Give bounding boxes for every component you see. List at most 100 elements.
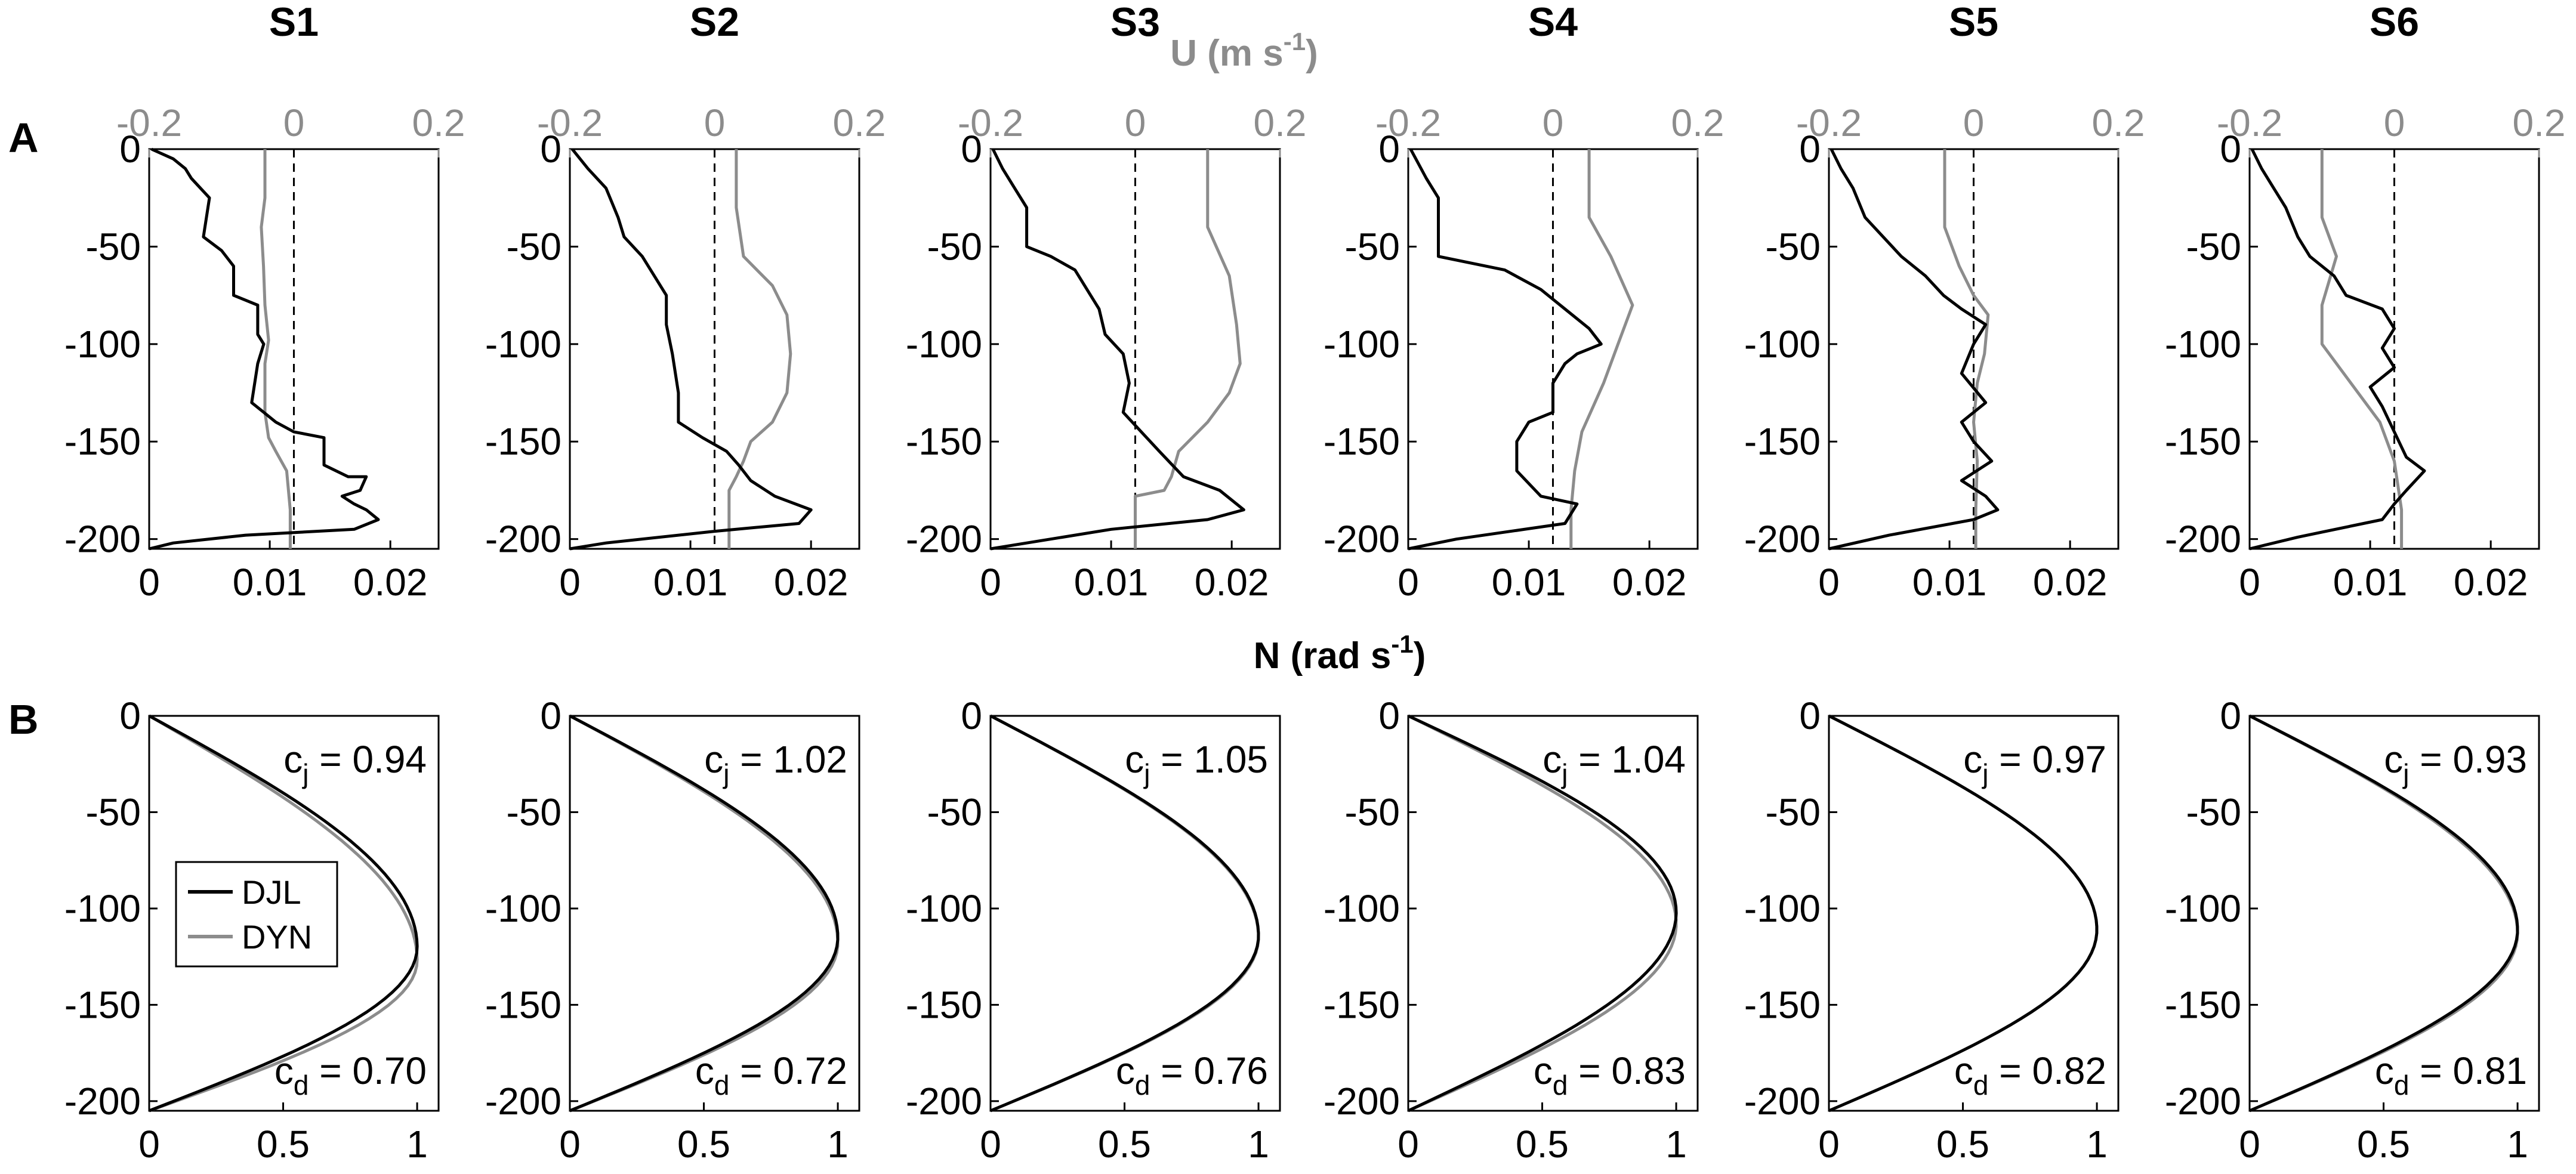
panel-letter-a: A	[8, 115, 39, 161]
djl-mode-line	[1828, 714, 2099, 1113]
y-tick-label: -50	[507, 790, 562, 833]
u-tick-label: 0	[1542, 101, 1564, 144]
cj-annotation: cj = 0.94	[283, 738, 427, 789]
n-profile-line	[569, 148, 813, 551]
cd-annotation: cd = 0.83	[1534, 1049, 1686, 1101]
u-tick-label: -0.2	[537, 101, 603, 144]
u-axis-label: U (m s-1)	[1170, 27, 1318, 74]
y-tick-label: 0	[2220, 694, 2241, 737]
u-tick-label: 0.2	[412, 101, 465, 144]
y-tick-label: -50	[1766, 225, 1821, 268]
cd-annotation: cd = 0.81	[2375, 1049, 2527, 1101]
y-tick-label: -200	[1744, 518, 1821, 561]
u-tick-label: -0.2	[1375, 101, 1441, 144]
y-tick-label: -100	[1744, 887, 1821, 930]
y-tick-label: -200	[64, 1080, 141, 1123]
y-tick-label: 0	[1799, 128, 1821, 171]
y-tick-label: -150	[906, 983, 982, 1026]
y-tick-label: -100	[2165, 323, 2241, 366]
u-tick-label: 0	[704, 101, 726, 144]
x-tick-label: 0.5	[2357, 1123, 2410, 1166]
y-tick-label: 0	[1378, 694, 1400, 737]
y-tick-label: -100	[1324, 323, 1400, 366]
y-tick-label: -100	[64, 887, 141, 930]
x-tick-label: 0.02	[2033, 561, 2108, 604]
x-tick-label: 0	[1397, 561, 1419, 604]
x-tick-label: 1	[406, 1123, 428, 1166]
cd-annotation: cd = 0.76	[1116, 1049, 1268, 1101]
y-tick-label: -200	[64, 518, 141, 561]
y-tick-label: -50	[927, 790, 983, 833]
x-tick-label: 0.01	[233, 561, 307, 604]
x-tick-label: 0	[559, 561, 581, 604]
panel-b-frame	[989, 715, 1281, 1112]
x-tick-label: 0	[138, 1123, 160, 1166]
station-title: S4	[1528, 0, 1578, 45]
x-tick-label: 1	[2086, 1123, 2108, 1166]
y-tick-label: -100	[906, 887, 982, 930]
station-title: S5	[1949, 0, 1998, 45]
y-tick-label: -50	[1345, 225, 1400, 268]
cd-annotation: cd = 0.82	[1954, 1049, 2106, 1101]
legend-djl-label: DJL	[242, 873, 301, 911]
u-tick-label: -0.2	[116, 101, 182, 144]
cd-annotation: cd = 0.72	[695, 1049, 847, 1101]
station-title: S6	[2370, 0, 2419, 45]
y-tick-label: -150	[2165, 983, 2241, 1026]
u-tick-label: 0	[283, 101, 305, 144]
y-tick-label: -150	[64, 420, 141, 463]
x-tick-label: 0	[138, 561, 160, 604]
cd-annotation: cd = 0.70	[274, 1049, 427, 1101]
cj-annotation: cj = 0.97	[1963, 738, 2106, 789]
panel-b-frame	[1407, 715, 1699, 1112]
x-tick-label: 0	[2239, 561, 2260, 604]
cj-annotation: cj = 1.04	[1542, 738, 1686, 789]
y-tick-label: -100	[906, 323, 982, 366]
x-tick-label: 0.5	[1098, 1123, 1151, 1166]
x-tick-label: 1	[1248, 1123, 1269, 1166]
y-tick-label: -50	[2186, 790, 2242, 833]
panel-b-frame	[1828, 715, 2120, 1112]
y-tick-label: -150	[485, 420, 562, 463]
station-title: S1	[269, 0, 319, 45]
y-tick-label: -150	[485, 983, 562, 1026]
u-tick-label: 0	[2384, 101, 2405, 144]
y-tick-label: -50	[2186, 225, 2242, 268]
y-tick-label: 0	[961, 694, 982, 737]
u-tick-label: 0	[1125, 101, 1146, 144]
x-tick-label: 1	[2507, 1123, 2528, 1166]
djl-mode-line	[1407, 714, 1678, 1113]
u-tick-label: 0.2	[1671, 101, 1724, 144]
legend: DJL DYN	[175, 861, 338, 968]
n-profile-line	[990, 148, 1245, 551]
y-tick-label: -150	[1744, 420, 1821, 463]
y-tick-label: -200	[1324, 518, 1400, 561]
y-tick-label: -200	[2165, 518, 2241, 561]
y-tick-label: -200	[906, 518, 982, 561]
x-tick-label: 0.01	[1074, 561, 1149, 604]
x-tick-label: 0.01	[1492, 561, 1566, 604]
station-title: S3	[1110, 0, 1160, 45]
x-tick-label: 0.5	[257, 1123, 310, 1166]
legend-dyn-label: DYN	[242, 918, 312, 956]
djl-mode-line	[148, 714, 419, 1113]
x-tick-label: 0.5	[1516, 1123, 1569, 1166]
y-tick-label: -200	[485, 1080, 562, 1123]
x-tick-label: 1	[1665, 1123, 1687, 1166]
u-profile-line	[260, 149, 292, 549]
y-tick-label: -200	[906, 1080, 982, 1123]
u-tick-label: 0.2	[833, 101, 886, 144]
n-profile-line	[149, 147, 380, 551]
y-tick-label: 0	[1378, 128, 1400, 171]
x-tick-label: 0.5	[677, 1123, 730, 1166]
djl-mode-line	[569, 714, 840, 1113]
y-tick-label: 0	[961, 128, 982, 171]
panel-b-frame	[148, 715, 440, 1112]
y-tick-label: -100	[485, 323, 562, 366]
x-tick-label: 0	[2239, 1123, 2260, 1166]
x-tick-label: 0.02	[1195, 561, 1269, 604]
n-profile-line	[2249, 148, 2426, 551]
